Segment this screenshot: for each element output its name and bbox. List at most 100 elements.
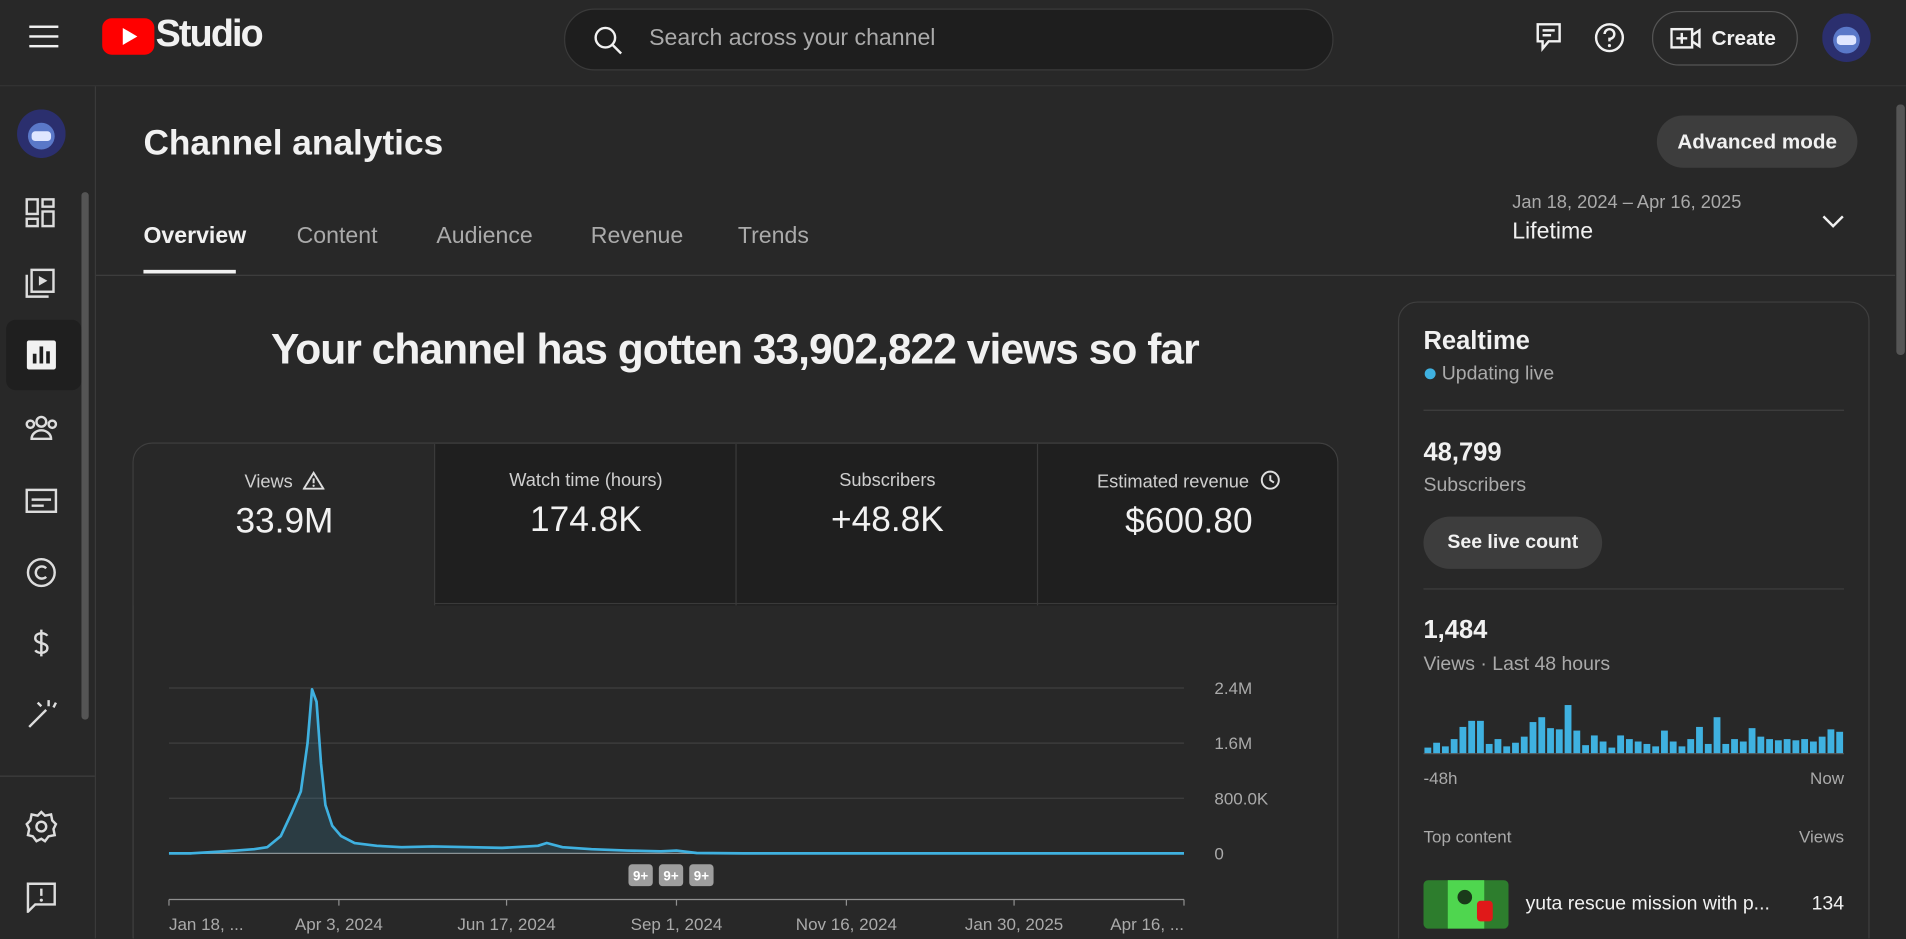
divider xyxy=(1423,409,1845,411)
tab[interactable]: Audience xyxy=(436,223,533,250)
bar xyxy=(1836,731,1844,754)
top-content-header: Top content xyxy=(1423,826,1512,847)
bar xyxy=(1757,736,1765,754)
metric-tile[interactable]: Watch time (hours) 174.8K xyxy=(433,443,737,606)
page-title: Channel analytics xyxy=(143,123,444,163)
metric-label: Subscribers xyxy=(839,470,936,492)
tab[interactable]: Content xyxy=(296,223,378,250)
search-placeholder: Search across your channel xyxy=(649,25,936,52)
subscriber-count: 48,799 xyxy=(1423,438,1502,467)
views-label: Views · Last 48 hours xyxy=(1423,653,1611,675)
warning-icon[interactable] xyxy=(302,470,325,490)
bar xyxy=(1503,746,1511,754)
search-icon xyxy=(594,26,623,55)
bar xyxy=(1661,730,1668,754)
metric-tile[interactable]: Estimated revenue $600.80 xyxy=(1036,443,1338,606)
bar xyxy=(1512,742,1519,754)
create-button[interactable]: Create xyxy=(1652,10,1798,66)
logo-icon[interactable] xyxy=(102,17,155,56)
x-tick-label: Jun 17, 2024 xyxy=(457,915,555,934)
metric-label: Estimated revenue xyxy=(1038,470,1337,492)
top-item-thumbnail[interactable] xyxy=(1423,880,1509,929)
bar xyxy=(1529,722,1537,754)
annotation-badge xyxy=(628,864,653,887)
bar xyxy=(1774,740,1782,754)
channel-avatar[interactable] xyxy=(17,109,66,159)
tab[interactable]: Trends xyxy=(737,223,809,250)
send-feedback-icon[interactable] xyxy=(24,881,58,913)
see-live-count-button[interactable]: See live count xyxy=(1423,516,1603,569)
customize-icon[interactable] xyxy=(24,698,58,732)
bar-end-label: Now xyxy=(1810,769,1845,788)
tab[interactable]: Overview xyxy=(143,223,247,250)
bar xyxy=(1547,728,1554,754)
account-avatar[interactable] xyxy=(1822,13,1871,62)
annotation-label: 9+ xyxy=(694,869,709,884)
y-tick-label: 2.4M xyxy=(1214,679,1252,698)
subtitles-icon[interactable] xyxy=(24,486,58,515)
bar xyxy=(1792,740,1800,754)
period-dropdown-icon[interactable] xyxy=(1821,213,1845,230)
page-scrollbar[interactable] xyxy=(1896,104,1905,355)
bar xyxy=(1713,717,1721,754)
sidebar-divider-bottom xyxy=(0,775,95,777)
bar xyxy=(1450,739,1458,754)
x-tick-label: Jan 18, ... xyxy=(169,915,244,934)
bar xyxy=(1520,736,1528,754)
feedback-icon[interactable] xyxy=(1534,21,1563,53)
bar xyxy=(1608,747,1616,754)
bar xyxy=(1424,747,1432,754)
search-box[interactable]: Search across your channel xyxy=(564,8,1334,71)
tab[interactable]: Revenue xyxy=(590,223,684,250)
bar xyxy=(1634,741,1642,754)
copyright-icon[interactable] xyxy=(24,556,58,590)
earn-icon[interactable] xyxy=(24,626,58,660)
period[interactable]: Lifetime xyxy=(1512,218,1594,245)
bar xyxy=(1477,720,1484,754)
analytics-nav-active[interactable] xyxy=(6,319,82,391)
bar xyxy=(1809,741,1817,754)
views-line xyxy=(168,688,1184,855)
bar xyxy=(1687,739,1695,754)
bar xyxy=(1669,741,1677,754)
help-icon[interactable] xyxy=(1592,21,1626,55)
bar xyxy=(1468,720,1476,754)
bar xyxy=(1590,735,1598,754)
bar xyxy=(1433,742,1441,754)
bar xyxy=(1739,741,1747,754)
subscriber-label: Subscribers xyxy=(1423,475,1527,496)
bar xyxy=(1652,746,1660,754)
bar xyxy=(1818,736,1826,754)
tile-bottom-edge xyxy=(433,602,1336,605)
settings-icon[interactable] xyxy=(24,810,58,844)
bar xyxy=(1748,728,1756,754)
advanced-mode-button[interactable]: Advanced mode xyxy=(1656,115,1858,168)
y-tick-label: 0 xyxy=(1214,844,1223,863)
top-item-title[interactable]: yuta rescue mission with p... xyxy=(1525,893,1770,915)
sidebar-scrollbar[interactable] xyxy=(81,192,89,720)
x-tick-label: Apr 16, ... xyxy=(1110,915,1184,934)
y-tick-label: 800.0K xyxy=(1214,789,1269,808)
bar xyxy=(1494,739,1502,754)
bar xyxy=(1573,730,1581,754)
metric-tile[interactable]: Views 33.9M xyxy=(133,443,436,606)
chart-card: Views 33.9M Watch time (hours) 174.8K Subscr… xyxy=(132,442,1339,939)
content-icon[interactable] xyxy=(24,267,56,299)
annotation-label: 9+ xyxy=(663,869,678,884)
menu-button[interactable] xyxy=(29,24,61,48)
top-item-views: 134 xyxy=(1811,893,1845,915)
clock-icon[interactable] xyxy=(1259,470,1281,490)
create-label: Create xyxy=(1711,26,1776,50)
bar-start-label: -48h xyxy=(1423,769,1457,788)
bar xyxy=(1801,739,1809,754)
realtime-title: Realtime xyxy=(1423,326,1530,355)
metric-tile[interactable]: Subscribers +48.8K xyxy=(735,443,1039,606)
logo-text[interactable]: Studio xyxy=(155,12,264,55)
x-tick-label: Jan 30, 2025 xyxy=(965,915,1063,934)
bar xyxy=(1678,746,1686,754)
metric-label: Watch time (hours) xyxy=(509,470,663,492)
community-icon[interactable] xyxy=(24,413,58,442)
dashboard-icon[interactable] xyxy=(24,197,56,229)
x-tick-label: Sep 1, 2024 xyxy=(631,915,723,934)
bar xyxy=(1441,746,1449,754)
